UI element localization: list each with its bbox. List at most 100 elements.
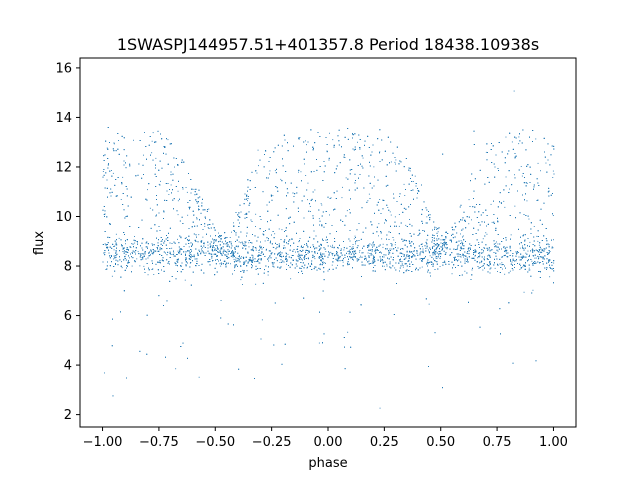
data-point bbox=[125, 243, 126, 245]
data-point bbox=[413, 250, 414, 252]
data-point bbox=[497, 271, 498, 272]
data-point bbox=[404, 195, 406, 196]
data-point bbox=[421, 246, 423, 248]
data-point bbox=[520, 166, 522, 167]
data-point bbox=[264, 240, 266, 242]
data-point bbox=[362, 157, 364, 159]
data-point bbox=[122, 248, 124, 250]
data-point bbox=[537, 255, 538, 257]
data-point bbox=[434, 226, 436, 228]
data-point bbox=[190, 252, 191, 253]
data-point bbox=[331, 264, 333, 266]
data-point bbox=[373, 166, 375, 168]
data-point bbox=[143, 154, 144, 156]
data-point bbox=[487, 255, 489, 257]
data-point bbox=[394, 244, 396, 246]
data-point bbox=[505, 136, 507, 138]
data-point bbox=[357, 141, 358, 143]
data-point bbox=[552, 215, 554, 216]
data-point bbox=[518, 136, 520, 138]
data-point bbox=[134, 236, 135, 237]
data-point bbox=[248, 242, 250, 244]
data-point bbox=[158, 183, 160, 185]
data-point bbox=[233, 261, 235, 262]
data-point bbox=[502, 268, 503, 270]
data-point bbox=[321, 204, 323, 206]
data-point bbox=[236, 257, 238, 259]
data-point bbox=[439, 246, 441, 248]
data-point bbox=[488, 248, 490, 250]
data-point bbox=[378, 235, 379, 237]
data-point bbox=[551, 246, 553, 248]
data-point bbox=[484, 248, 486, 249]
data-point bbox=[240, 242, 242, 244]
data-point bbox=[541, 251, 543, 253]
data-point bbox=[552, 177, 554, 178]
data-point bbox=[255, 213, 257, 215]
data-point bbox=[278, 228, 280, 230]
data-point bbox=[111, 170, 112, 171]
data-point bbox=[238, 241, 240, 243]
data-point bbox=[390, 214, 392, 216]
data-point bbox=[205, 218, 206, 219]
data-point bbox=[503, 255, 505, 257]
data-point bbox=[233, 258, 235, 260]
data-point bbox=[537, 240, 539, 242]
data-point bbox=[115, 233, 117, 235]
data-point bbox=[147, 189, 148, 191]
data-point bbox=[436, 258, 438, 259]
data-point bbox=[405, 224, 407, 226]
data-point bbox=[527, 250, 529, 252]
data-point bbox=[359, 250, 361, 251]
data-point bbox=[394, 267, 396, 269]
data-point bbox=[432, 263, 434, 264]
data-point bbox=[208, 253, 210, 255]
data-point bbox=[523, 291, 525, 293]
data-point bbox=[144, 132, 145, 133]
data-point bbox=[198, 209, 200, 211]
data-point bbox=[395, 163, 396, 165]
data-point bbox=[118, 140, 119, 141]
data-point bbox=[218, 232, 219, 234]
data-point bbox=[149, 207, 151, 209]
data-point bbox=[153, 274, 155, 275]
data-point bbox=[222, 253, 224, 254]
data-point bbox=[226, 242, 227, 244]
data-point bbox=[342, 186, 343, 188]
data-point bbox=[393, 239, 395, 241]
data-point bbox=[113, 249, 115, 251]
data-point bbox=[131, 252, 133, 253]
data-point bbox=[535, 257, 537, 259]
data-point bbox=[380, 258, 382, 260]
data-point bbox=[118, 237, 120, 239]
data-point bbox=[501, 256, 502, 258]
data-point bbox=[485, 151, 487, 153]
data-point bbox=[242, 284, 243, 285]
data-point bbox=[151, 243, 153, 245]
data-point bbox=[540, 170, 541, 172]
data-point bbox=[260, 253, 262, 254]
data-point bbox=[485, 232, 487, 234]
data-point bbox=[547, 243, 549, 245]
data-point bbox=[353, 238, 355, 240]
data-point bbox=[383, 265, 385, 267]
data-point bbox=[443, 261, 445, 263]
data-point bbox=[344, 157, 346, 158]
data-point bbox=[120, 199, 122, 200]
data-point bbox=[518, 143, 520, 145]
data-point bbox=[349, 249, 351, 250]
data-point bbox=[432, 246, 433, 248]
data-point bbox=[522, 266, 524, 268]
data-point bbox=[228, 241, 230, 243]
data-point bbox=[304, 244, 305, 245]
data-point bbox=[322, 263, 324, 264]
data-point bbox=[246, 270, 248, 272]
data-point bbox=[426, 216, 428, 218]
data-point bbox=[410, 245, 412, 247]
data-point bbox=[367, 252, 369, 254]
data-point bbox=[131, 265, 133, 267]
data-point bbox=[208, 208, 210, 210]
data-point bbox=[240, 279, 242, 281]
data-point bbox=[307, 182, 309, 184]
